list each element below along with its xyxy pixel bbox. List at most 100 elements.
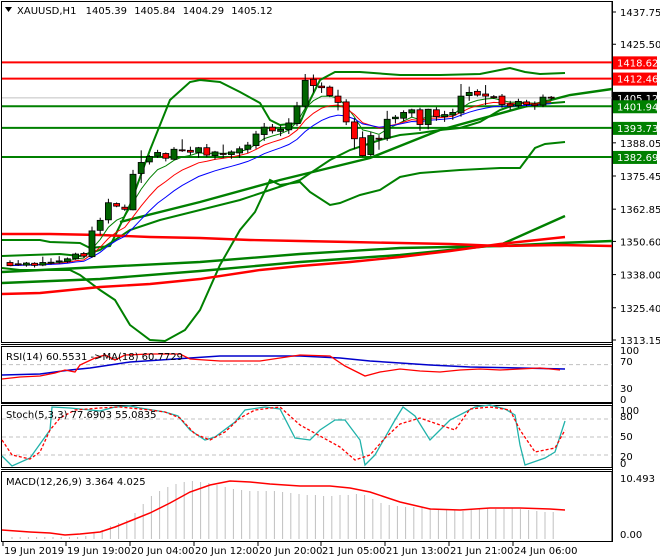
- bear-candle: [6, 262, 14, 267]
- bull-candle: [285, 122, 293, 131]
- time-axis-label: 21 Jun 13:00: [386, 546, 450, 557]
- bear-candle: [318, 85, 326, 89]
- channel-line-red: [1, 235, 566, 296]
- bear-candle: [482, 93, 490, 97]
- time-axis: 19 Jun 2019 19 Jun 19:00 20 Jun 04:00 20 Ju…: [2, 542, 578, 557]
- bull-candle: [170, 148, 178, 160]
- resistance-price-tag: [613, 72, 657, 86]
- stoch-axis-label: 0: [620, 459, 626, 470]
- bull-candle: [55, 260, 63, 263]
- bull-candle: [137, 162, 145, 174]
- bull-candle: [465, 92, 473, 96]
- rsi-line: [1, 353, 561, 380]
- price-axis-label: 1425.50: [620, 40, 660, 51]
- low-value: 1404.29: [183, 6, 224, 17]
- support-price-tag: [613, 121, 657, 135]
- price-axis-label: 1437.75: [620, 8, 660, 19]
- time-axis-label: 20 Jun 12:00: [195, 546, 259, 557]
- dropdown-triangle-icon[interactable]: [5, 7, 12, 12]
- macd-axis-label: 10.493: [620, 474, 655, 485]
- price-axis-label: 1325.40: [620, 304, 660, 315]
- trendline-support-long: [1, 239, 613, 274]
- bear-candle: [203, 147, 211, 156]
- bull-candle: [211, 151, 219, 156]
- high-value: 1405.84: [134, 6, 175, 17]
- bull-candle: [457, 95, 465, 114]
- bull-candle: [391, 116, 399, 120]
- bear-candle: [334, 95, 342, 103]
- bull-candle: [515, 100, 522, 106]
- bear-candle: [350, 121, 358, 140]
- stoch-main-line: [1, 404, 566, 467]
- rsi-axis-label: 100: [620, 346, 639, 357]
- bear-candle: [326, 86, 334, 96]
- bull-candle: [105, 202, 112, 221]
- bull-candle: [301, 79, 309, 107]
- price-axis-label: 1313.15: [620, 336, 660, 347]
- stoch-label: Stoch(5,3,3) 77.6903 55.0835: [6, 410, 157, 421]
- rsi-ma-line: [1, 355, 566, 376]
- bear-candle: [342, 101, 350, 123]
- bull-candle: [539, 96, 547, 106]
- price-axis: 1437.75 1425.50 1388.05 1375.45 1362.85 1350.…: [612, 8, 660, 347]
- price-tag-label: 1401.94: [617, 102, 658, 113]
- bear-candle: [506, 103, 514, 107]
- channel-line-green: [1, 214, 566, 285]
- stoch-axis-label: 100: [620, 406, 639, 417]
- macd-axis-label: 0.00: [620, 530, 642, 541]
- bull-candle: [72, 253, 79, 260]
- price-axis-label: 1375.45: [620, 172, 660, 183]
- support-price-tag: [613, 100, 657, 114]
- bear-candle: [359, 137, 367, 156]
- price-axis-label: 1350.60: [620, 237, 660, 248]
- support-price-tag: [613, 150, 657, 164]
- stoch-axis-label: 80: [620, 412, 633, 423]
- bear-candle: [432, 109, 440, 118]
- price-tag-label: 1418.62: [617, 58, 658, 69]
- stoch-axis-label: 50: [620, 432, 633, 443]
- price-tag-label: 1393.73: [617, 124, 658, 135]
- price-tag-label: 1412.46: [617, 75, 658, 86]
- bull-candle: [129, 173, 137, 211]
- time-axis-label: 20 Jun 04:00: [131, 546, 195, 557]
- price-tag-label: 1382.69: [617, 153, 658, 164]
- bull-candle: [88, 230, 96, 258]
- time-axis-label: 21 Jun 21:00: [450, 546, 514, 557]
- macd-label: MACD(12,26,9) 3.364 4.025: [6, 477, 146, 488]
- bear-candle: [178, 149, 186, 152]
- bull-candle: [449, 112, 457, 116]
- bull-candle: [441, 114, 449, 118]
- candlesticks: [6, 73, 555, 268]
- bull-candle: [383, 118, 391, 139]
- bull-candle: [367, 135, 375, 155]
- rsi-axis-label: 0: [620, 395, 626, 406]
- main-panel-frame: [1, 1, 613, 343]
- bull-candle: [244, 144, 252, 150]
- bear-candle: [80, 253, 88, 257]
- horizontal-levels: [2, 61, 612, 158]
- symbol-label: XAUUSD,H1: [17, 6, 76, 17]
- bear-candle: [547, 96, 555, 99]
- trendline-support-upper: [119, 87, 613, 224]
- macd-signal-line: [1, 480, 566, 536]
- bear-candle: [219, 153, 227, 155]
- bear-candle: [473, 90, 481, 96]
- bull-candle: [47, 261, 55, 264]
- bull-candle: [277, 128, 285, 132]
- bull-candle: [154, 152, 162, 157]
- chart-header: XAUUSD,H1 1405.39 1405.84 1404.29 1405.1…: [5, 6, 273, 17]
- open-value: 1405.39: [86, 6, 127, 17]
- bear-candle: [162, 153, 170, 159]
- time-axis-label: 19 Jun 19:00: [67, 546, 131, 557]
- bull-candle: [96, 219, 104, 231]
- rsi-label: RSI(14) 60.5531 ->MA(18) 60.7729: [6, 352, 183, 363]
- chart-symbol-ohlc: XAUUSD,H1 1405.39 1405.84 1404.29 1405.1…: [17, 6, 273, 17]
- price-axis-label: 1338.00: [620, 271, 660, 282]
- bull-candle: [195, 147, 203, 153]
- close-value: 1405.12: [231, 6, 272, 17]
- bull-candle: [64, 258, 71, 262]
- bull-candle: [260, 126, 268, 135]
